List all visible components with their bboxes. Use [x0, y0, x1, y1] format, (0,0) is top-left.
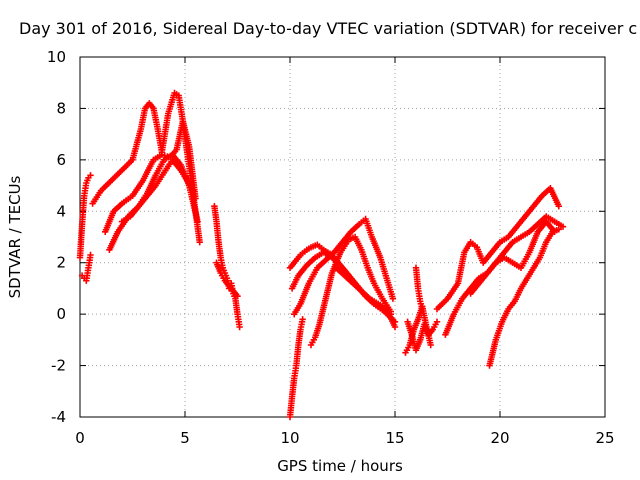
data-point [234, 292, 241, 300]
series-s1 [76, 172, 94, 261]
data-point [236, 323, 243, 331]
x-tick-label: 20 [490, 429, 509, 447]
data-point [194, 218, 201, 225]
x-tick-label: 10 [280, 429, 299, 447]
series-s14 [333, 264, 399, 331]
data-point [87, 172, 94, 179]
y-axis-label: SDTVAR / TECUs [6, 175, 24, 298]
gridlines [80, 57, 605, 417]
y-tick-label: 10 [47, 48, 66, 66]
data-point [196, 238, 203, 246]
series-s12 [291, 215, 397, 318]
x-tick-label: 25 [595, 429, 614, 447]
series-s8 [213, 259, 241, 300]
data-point [555, 202, 562, 210]
y-tick-labels: -4 -2 0 2 4 6 8 10 [47, 48, 66, 426]
chart-title: Day 301 of 2016, Sidereal Day-to-day VTE… [19, 19, 637, 38]
y-tick-label: -2 [51, 357, 66, 375]
y-tick-label: 2 [56, 254, 66, 272]
ticks [79, 56, 606, 418]
x-tick-label: 5 [180, 429, 190, 447]
y-tick-label: 6 [56, 151, 66, 169]
data-point [391, 323, 399, 331]
series-s13 [307, 233, 394, 349]
x-axis-label: GPS time / hours [277, 457, 403, 475]
data-point [555, 226, 562, 233]
series-s2 [78, 251, 94, 284]
data-point [190, 187, 197, 194]
y-tick-label: -4 [51, 408, 66, 426]
data-point [559, 223, 567, 230]
data-points [76, 89, 567, 421]
x-tick-labels: 0 5 10 15 20 25 [75, 429, 614, 447]
series-s9 [286, 316, 306, 421]
series-s17 [412, 264, 426, 313]
y-tick-label: 8 [56, 99, 66, 117]
series-s16 [404, 318, 441, 354]
x-tick-label: 15 [385, 429, 404, 447]
data-point [389, 295, 397, 302]
data-point [433, 318, 441, 326]
series-s6 [118, 156, 197, 225]
x-tick-label: 0 [75, 429, 85, 447]
y-tick-label: 4 [56, 202, 66, 220]
data-point [299, 316, 306, 323]
data-point [87, 251, 94, 259]
y-tick-label: 0 [56, 305, 66, 323]
series-s4 [102, 118, 199, 236]
series-s18 [433, 184, 562, 313]
plot-frame [79, 56, 606, 418]
data-point [427, 341, 434, 349]
data-point [419, 305, 426, 313]
series-s21 [486, 226, 562, 369]
